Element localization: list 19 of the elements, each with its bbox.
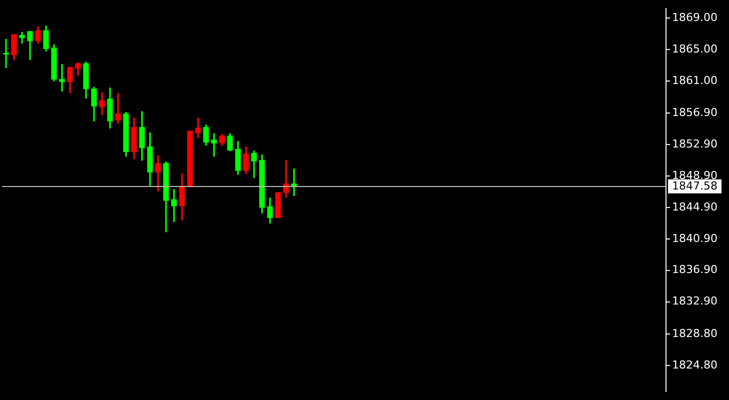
candlestick [115,93,121,124]
candlestick [171,189,177,222]
y-tick-label: 1869.00 [672,10,718,24]
y-tick-label: 1840.90 [672,232,718,245]
candlestick [283,160,289,198]
y-tick-label: 1836.90 [672,263,718,276]
y-tick-label: 1828.80 [672,326,718,340]
candlestick [3,38,9,68]
y-tick-label: 1856.90 [672,106,718,119]
y-tick-label: 1844.90 [672,200,718,214]
y-tick-label: 1852.90 [672,137,718,150]
y-tick-label: 1824.80 [672,358,718,372]
candlestick [59,64,65,92]
y-tick-label: 1848.90 [672,168,718,182]
y-tick-label: 1865.00 [672,42,718,56]
candlestick [211,133,217,157]
ref-line-label: 1847.58 [672,179,718,192]
y-tick-label: 1861.00 [672,74,718,87]
y-tick-label: 1832.90 [672,294,718,308]
